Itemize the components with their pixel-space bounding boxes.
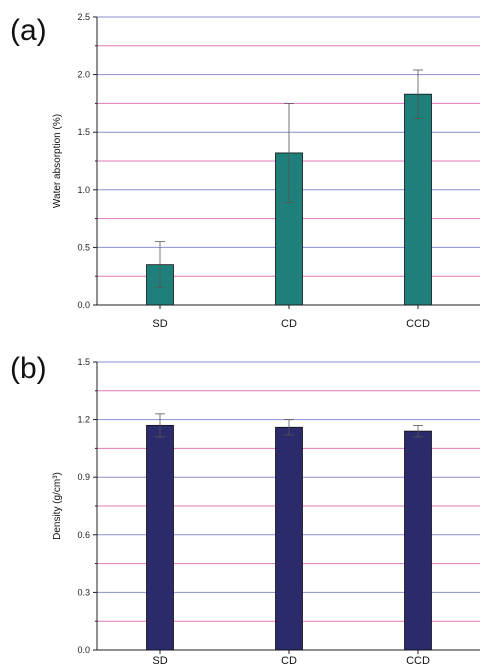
panel-a-ytick-label: 1.0 — [77, 185, 90, 195]
panel-b-label: (b) — [10, 352, 47, 385]
panel-b-ylabel: Density (g/cm³) — [52, 472, 63, 540]
panel-a-label: (a) — [10, 14, 47, 47]
panel-a-ytick-label: 1.5 — [77, 127, 90, 137]
panel-a-ytick-label: 0.5 — [77, 242, 90, 252]
panel-b-category-label: CCD — [406, 655, 430, 667]
panel-b-bar-sd — [146, 424, 174, 651]
panel-b-ytick-label: 0.9 — [77, 472, 90, 482]
panel-b-bar-cd — [275, 426, 303, 651]
panel-a-category-label: CD — [281, 318, 297, 330]
panel-a-ytick-label: 0.0 — [77, 300, 90, 310]
panel-b-ytick-label: 0.6 — [77, 530, 90, 540]
panel-a-ytick-label: 2.5 — [77, 12, 90, 22]
panel-b-bar-ccd — [404, 430, 432, 651]
panel-a-category-label: CCD — [406, 318, 430, 330]
panel-b-ytick-label: 1.5 — [77, 357, 90, 367]
panel-b-ytick-label: 1.2 — [77, 415, 90, 425]
panel-a-ytick-label: 2.0 — [77, 70, 90, 80]
panel-a-category-label: SD — [152, 318, 167, 330]
panel-a-bar-ccd — [404, 93, 432, 306]
panel-a-ylabel: Water absorption (%) — [52, 114, 63, 208]
panel-b-ytick-label: 0.3 — [77, 587, 90, 597]
panel-b-category-label: SD — [152, 655, 167, 667]
panel-b-category-label: CD — [281, 655, 297, 667]
panel-b-ytick-label: 0.0 — [77, 645, 90, 655]
